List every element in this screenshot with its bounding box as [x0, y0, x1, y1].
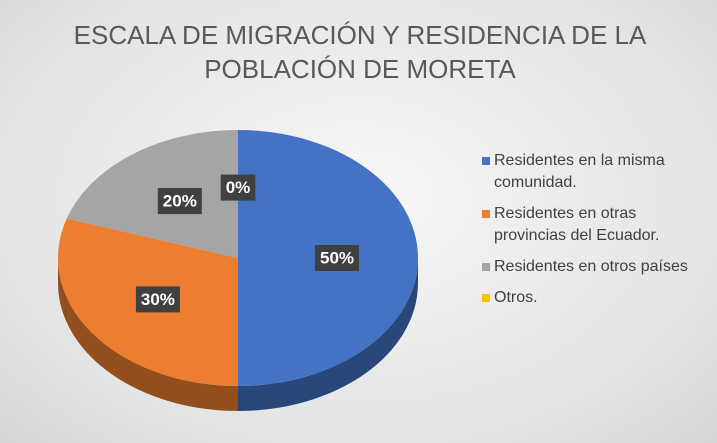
- pie-sides: [58, 258, 418, 411]
- legend-swatch: [482, 210, 490, 218]
- legend-label: Otros.: [494, 289, 538, 306]
- data-label: 20%: [157, 188, 202, 215]
- legend: Residentes en la misma comunidad. Residen…: [482, 150, 710, 318]
- legend-item: Residentes en la misma comunidad.: [482, 150, 710, 194]
- legend-item: Residentes en otros países: [482, 256, 710, 278]
- legend-label: Residentes en otras provincias del Ecuad…: [494, 205, 660, 244]
- legend-label: Residentes en otros países: [494, 258, 688, 275]
- slice-side: [58, 258, 238, 411]
- data-label-box: [157, 188, 202, 215]
- slice-side: [238, 258, 418, 411]
- data-label: 30%: [135, 286, 180, 313]
- legend-item: Residentes en otras provincias del Ecuad…: [482, 203, 710, 247]
- chart-title: ESCALA DE MIGRACIÓN Y RESIDENCIA DE LA P…: [73, 20, 647, 84]
- legend-swatch: [482, 294, 490, 302]
- pie-slice: [66, 130, 238, 258]
- data-label: 0%: [220, 174, 256, 201]
- data-label-text: 30%: [141, 290, 175, 309]
- data-label-text: 20%: [163, 192, 197, 211]
- legend-item: Otros.: [482, 287, 710, 309]
- legend-label: Residentes en la misma comunidad.: [494, 152, 665, 191]
- data-label-text: 50%: [320, 248, 354, 267]
- data-label-box: [135, 286, 180, 313]
- data-label-text: 0%: [226, 178, 251, 197]
- legend-swatch: [482, 157, 490, 165]
- data-label-box: [314, 245, 360, 271]
- legend-swatch: [482, 263, 490, 271]
- data-label: 50%: [314, 245, 360, 271]
- data-label-box: [220, 174, 256, 201]
